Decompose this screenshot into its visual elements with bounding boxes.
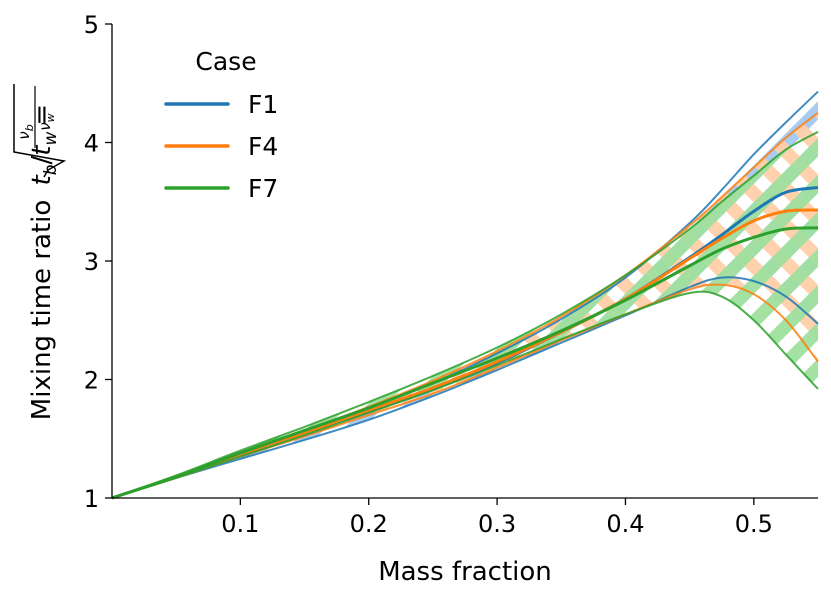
y-tick-label: 5 — [84, 11, 99, 39]
confidence-bands — [112, 91, 818, 499]
axes: 0.1 0.2 0.3 0.4 0.5 1 2 3 4 5 — [84, 11, 818, 538]
legend-item-0: F1 — [164, 90, 278, 119]
y-tick-label: 1 — [84, 485, 99, 513]
y-tick-label: 3 — [84, 248, 99, 276]
y-axis-title: Mixing time ratio tb/tw= — [27, 104, 61, 420]
legend: Case F1 F4 F7 — [164, 47, 278, 203]
band-F1 — [112, 91, 818, 499]
legend-title: Case — [195, 47, 256, 76]
lower-line-F1 — [111, 276, 819, 499]
x-tick-label: 0.3 — [478, 510, 516, 538]
y-axis-title-text: Mixing time ratio — [27, 200, 57, 420]
x-tick-label: 0.4 — [606, 510, 644, 538]
y-tick-label: 4 — [84, 130, 99, 158]
y-axis-title-sqrt: νb νw — [13, 84, 67, 178]
x-tick-label: 0.1 — [221, 510, 259, 538]
upper-line-F4 — [111, 112, 819, 499]
lower-line-F7 — [111, 290, 819, 499]
upper-line-F7 — [111, 130, 819, 499]
legend-item-1: F4 — [164, 132, 278, 161]
svg-text:νw: νw — [36, 113, 57, 130]
legend-item-2: F7 — [164, 174, 278, 203]
series-lines — [111, 90, 819, 500]
x-tick-label: 0.2 — [350, 510, 388, 538]
svg-text:Mixing time ratio tb/tw=: Mixing time ratio tb/tw= — [27, 104, 61, 420]
center-line-F7 — [111, 226, 819, 500]
x-axis-title: Mass fraction — [378, 557, 552, 587]
legend-label-1: F4 — [248, 132, 278, 161]
legend-label-2: F7 — [248, 174, 278, 203]
band-F4 — [112, 112, 818, 498]
upper-line-F1 — [111, 90, 819, 499]
svg-text:νb: νb — [15, 124, 36, 139]
y-tick-label: 2 — [84, 367, 99, 395]
legend-label-0: F1 — [248, 90, 278, 119]
x-tick-label: 0.5 — [735, 510, 773, 538]
